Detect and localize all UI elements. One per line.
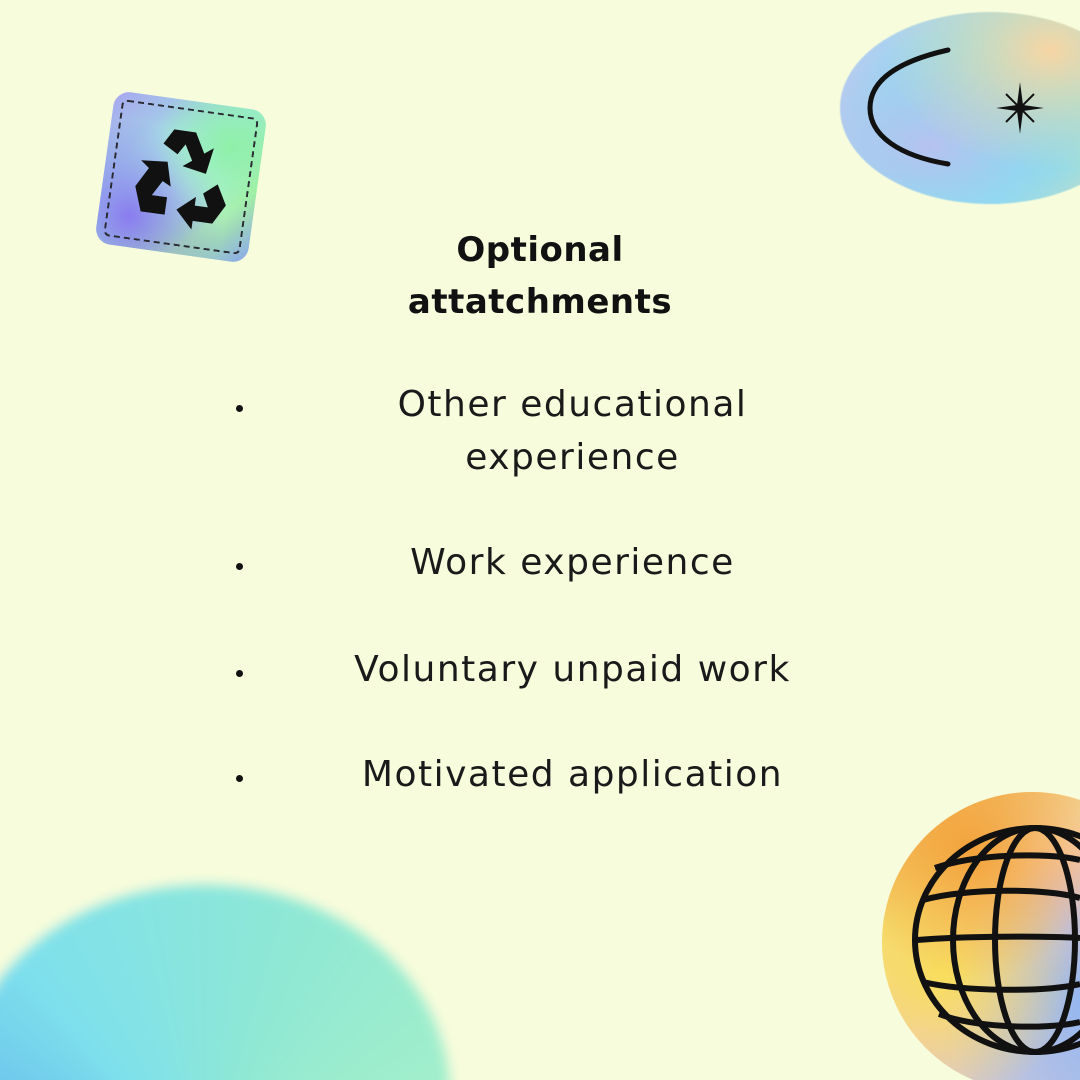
recycle-sticker	[94, 90, 268, 264]
bullet-4	[236, 775, 243, 782]
arc-line	[867, 47, 951, 167]
bottom-left-gradient-ring	[0, 885, 450, 1080]
list-item-motivated-application: Motivated application	[361, 754, 784, 795]
bullet-1	[236, 405, 243, 412]
recycle-icon	[135, 129, 226, 230]
page-title: Optional attatchments	[407, 230, 673, 322]
top-right-decoration	[867, 47, 1044, 167]
bullet-3	[236, 670, 243, 677]
list-item-other-educational-experience: Other educational experience	[397, 384, 748, 478]
list-item-voluntary-unpaid-work: Voluntary unpaid work	[354, 649, 791, 690]
sparkle-icon	[996, 82, 1044, 134]
list-item-work-experience: Work experience	[410, 542, 735, 583]
globe-icon	[912, 825, 1080, 1055]
bullet-2	[236, 563, 243, 570]
